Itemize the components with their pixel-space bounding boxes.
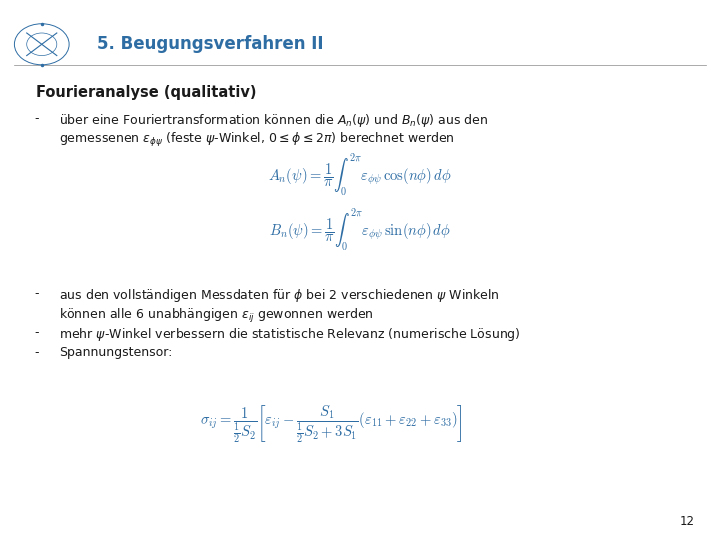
Text: aus den vollständigen Messdaten für $\phi$ bei 2 verschiedenen $\psi$ Winkeln: aus den vollständigen Messdaten für $\ph… [59, 287, 500, 304]
Text: gemessenen $\varepsilon_{\phi\psi}$ (feste $\psi$-Winkel, $0 \leq \phi \leq 2\pi: gemessenen $\varepsilon_{\phi\psi}$ (fes… [59, 131, 455, 149]
Text: über eine Fouriertransformation können die $A_n(\psi)$ und $B_n(\psi)$ aus den: über eine Fouriertransformation können d… [59, 112, 488, 129]
Text: Spannungstensor:: Spannungstensor: [59, 346, 172, 359]
Text: $B_n(\psi) = \dfrac{1}{\pi}\int_0^{2\pi} \varepsilon_{\phi\psi}\, \sin(n\phi)\, : $B_n(\psi) = \dfrac{1}{\pi}\int_0^{2\pi}… [269, 206, 451, 253]
Text: -: - [35, 287, 39, 300]
Text: $\sigma_{ij} = \dfrac{1}{\frac{1}{2}S_2}\left[\varepsilon_{ij} - \dfrac{S_1}{\fr: $\sigma_{ij} = \dfrac{1}{\frac{1}{2}S_2}… [199, 403, 463, 445]
Text: Fourieranalyse (qualitativ): Fourieranalyse (qualitativ) [36, 85, 256, 100]
Text: mehr $\psi$-Winkel verbessern die statistische Relevanz (numerische Lösung): mehr $\psi$-Winkel verbessern die statis… [59, 326, 521, 343]
Text: $A_n(\psi) = \dfrac{1}{\pi}\int_0^{2\pi} \varepsilon_{\phi\psi}\, \cos(n\phi)\, : $A_n(\psi) = \dfrac{1}{\pi}\int_0^{2\pi}… [269, 152, 451, 198]
Text: -: - [35, 346, 39, 359]
Text: 5. Beugungsverfahren II: 5. Beugungsverfahren II [97, 35, 324, 53]
Text: -: - [35, 112, 39, 125]
Text: können alle 6 unabhängigen $\varepsilon_{ij}$ gewonnen werden: können alle 6 unabhängigen $\varepsilon_… [59, 307, 374, 325]
Text: -: - [35, 326, 39, 339]
Text: 12: 12 [680, 515, 695, 528]
